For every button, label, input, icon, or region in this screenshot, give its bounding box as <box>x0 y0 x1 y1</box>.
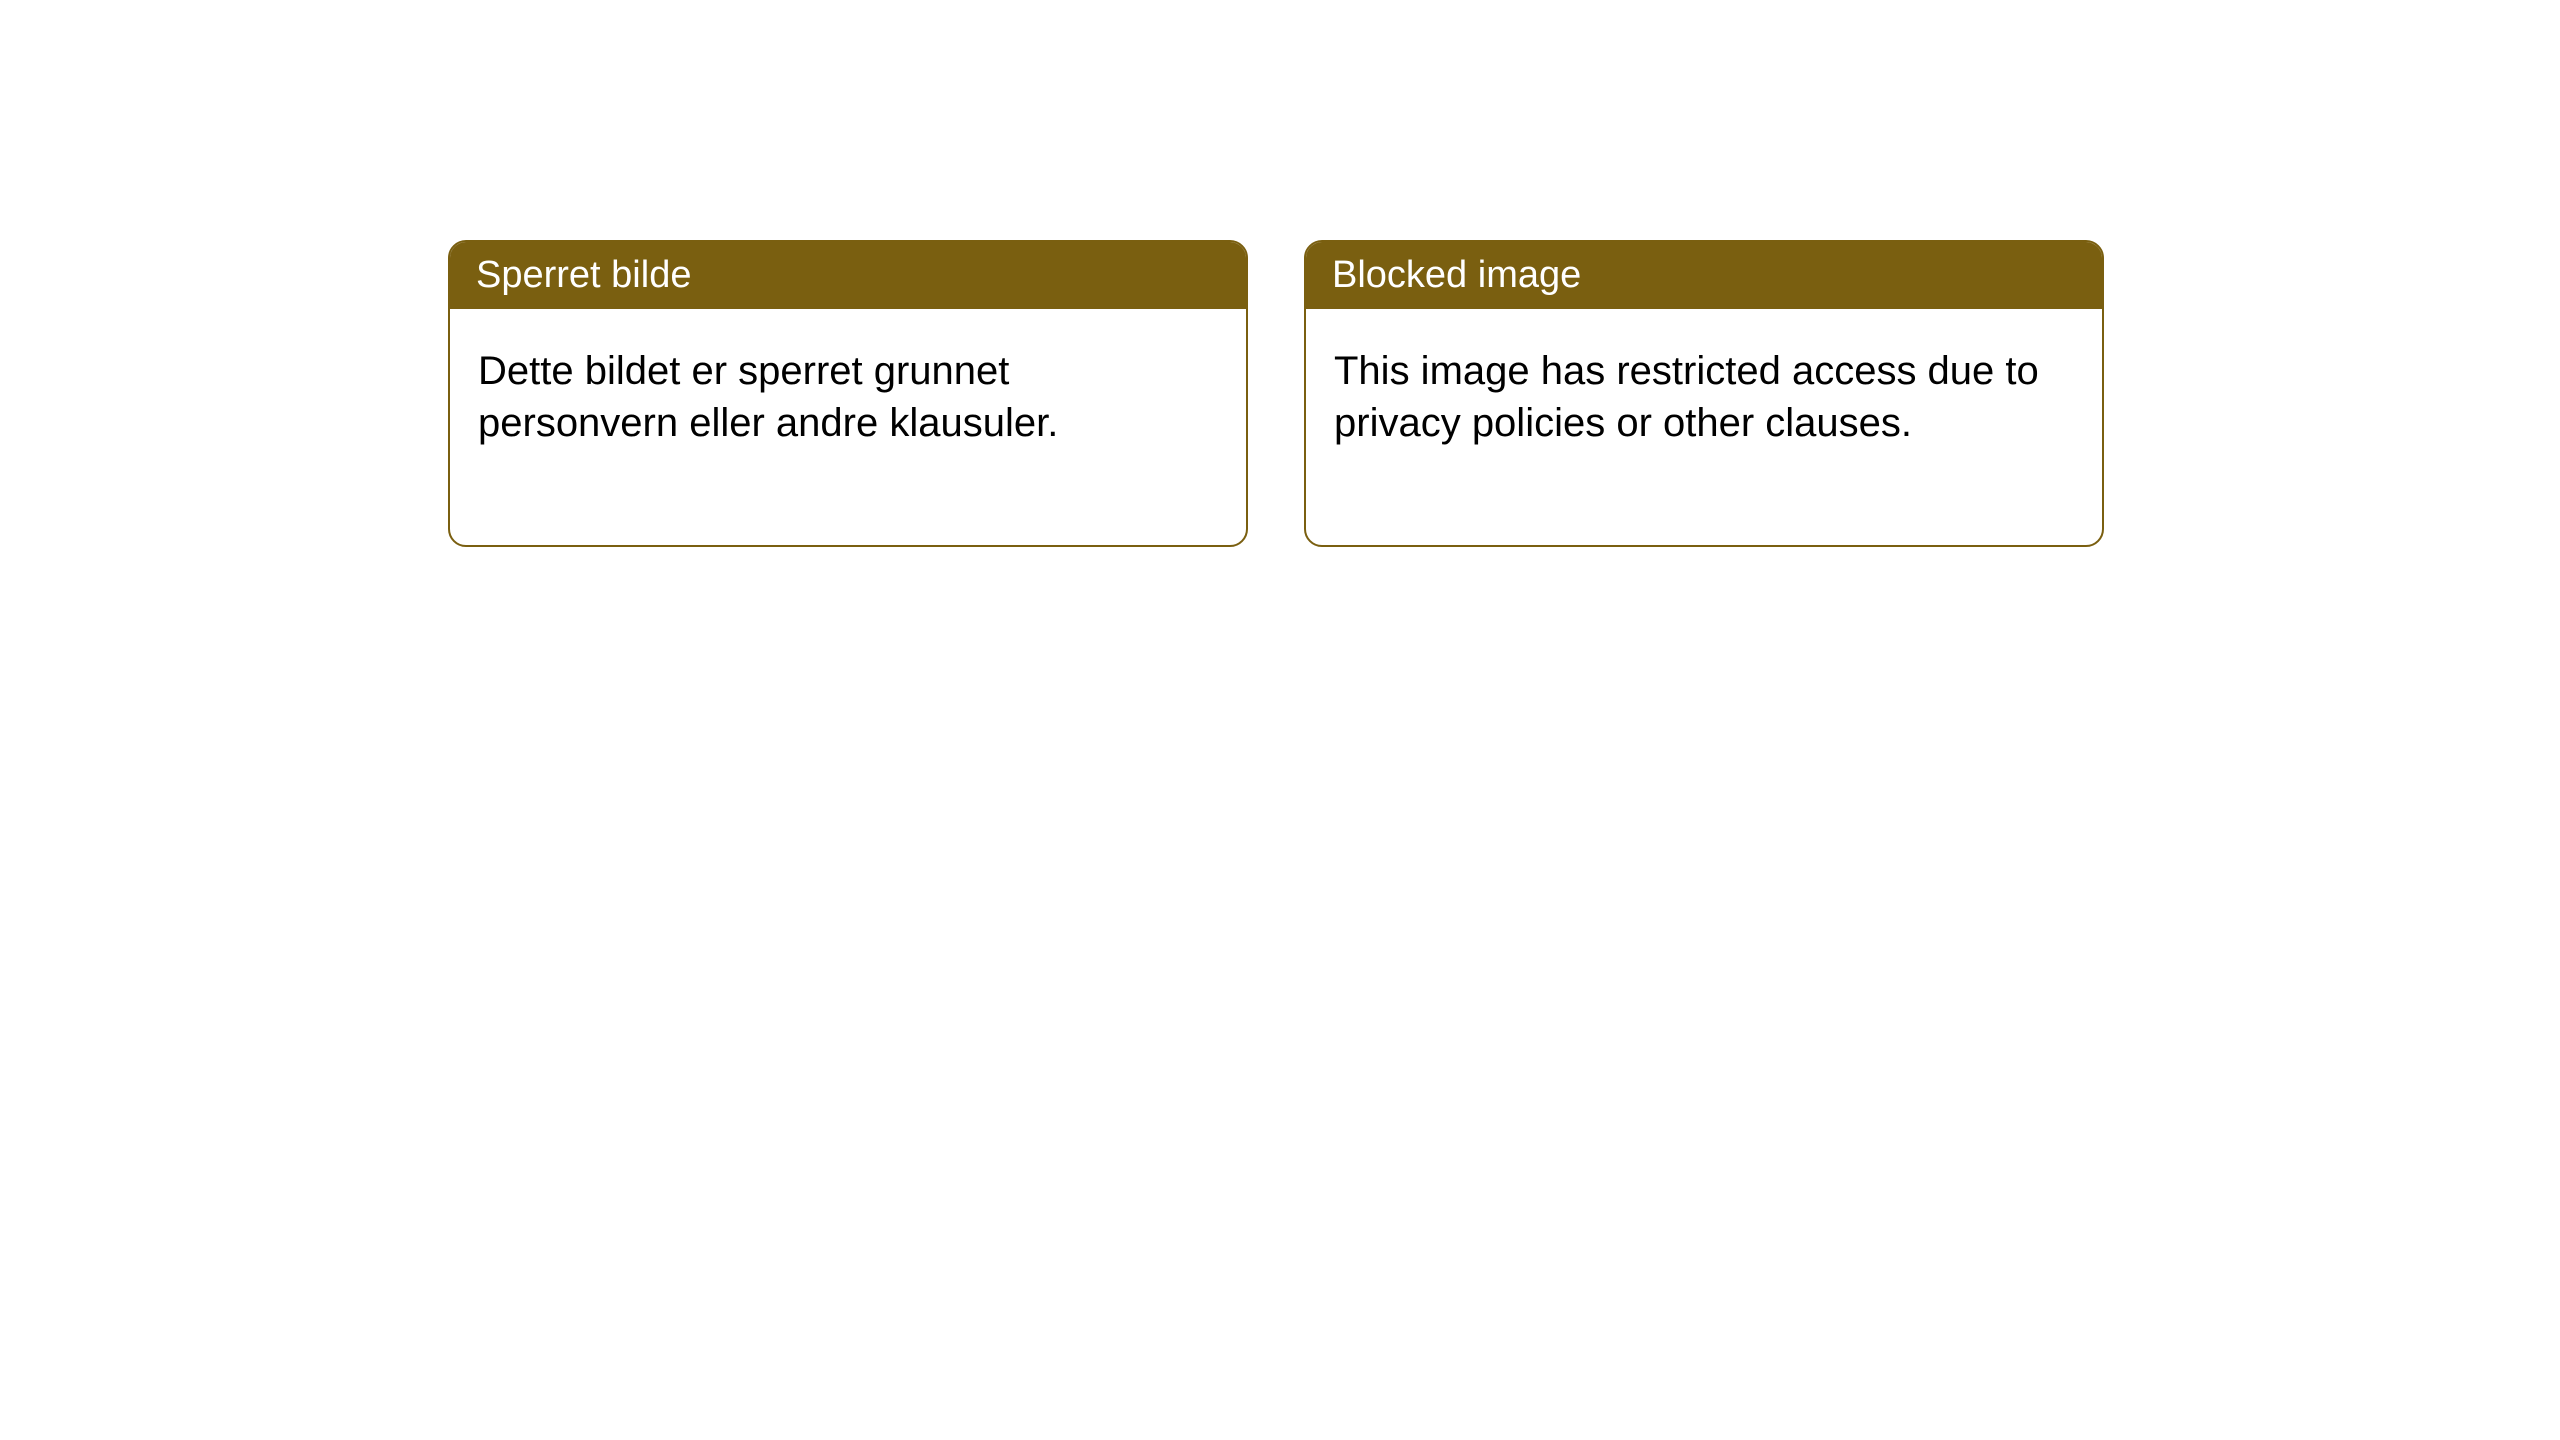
notices-container: Sperret bilde Dette bildet er sperret gr… <box>448 240 2104 547</box>
notice-body-en: This image has restricted access due to … <box>1306 309 2102 545</box>
notice-header-en: Blocked image <box>1306 242 2102 309</box>
notice-header-no: Sperret bilde <box>450 242 1246 309</box>
notice-body-no: Dette bildet er sperret grunnet personve… <box>450 309 1246 545</box>
notice-card-no: Sperret bilde Dette bildet er sperret gr… <box>448 240 1248 547</box>
notice-card-en: Blocked image This image has restricted … <box>1304 240 2104 547</box>
